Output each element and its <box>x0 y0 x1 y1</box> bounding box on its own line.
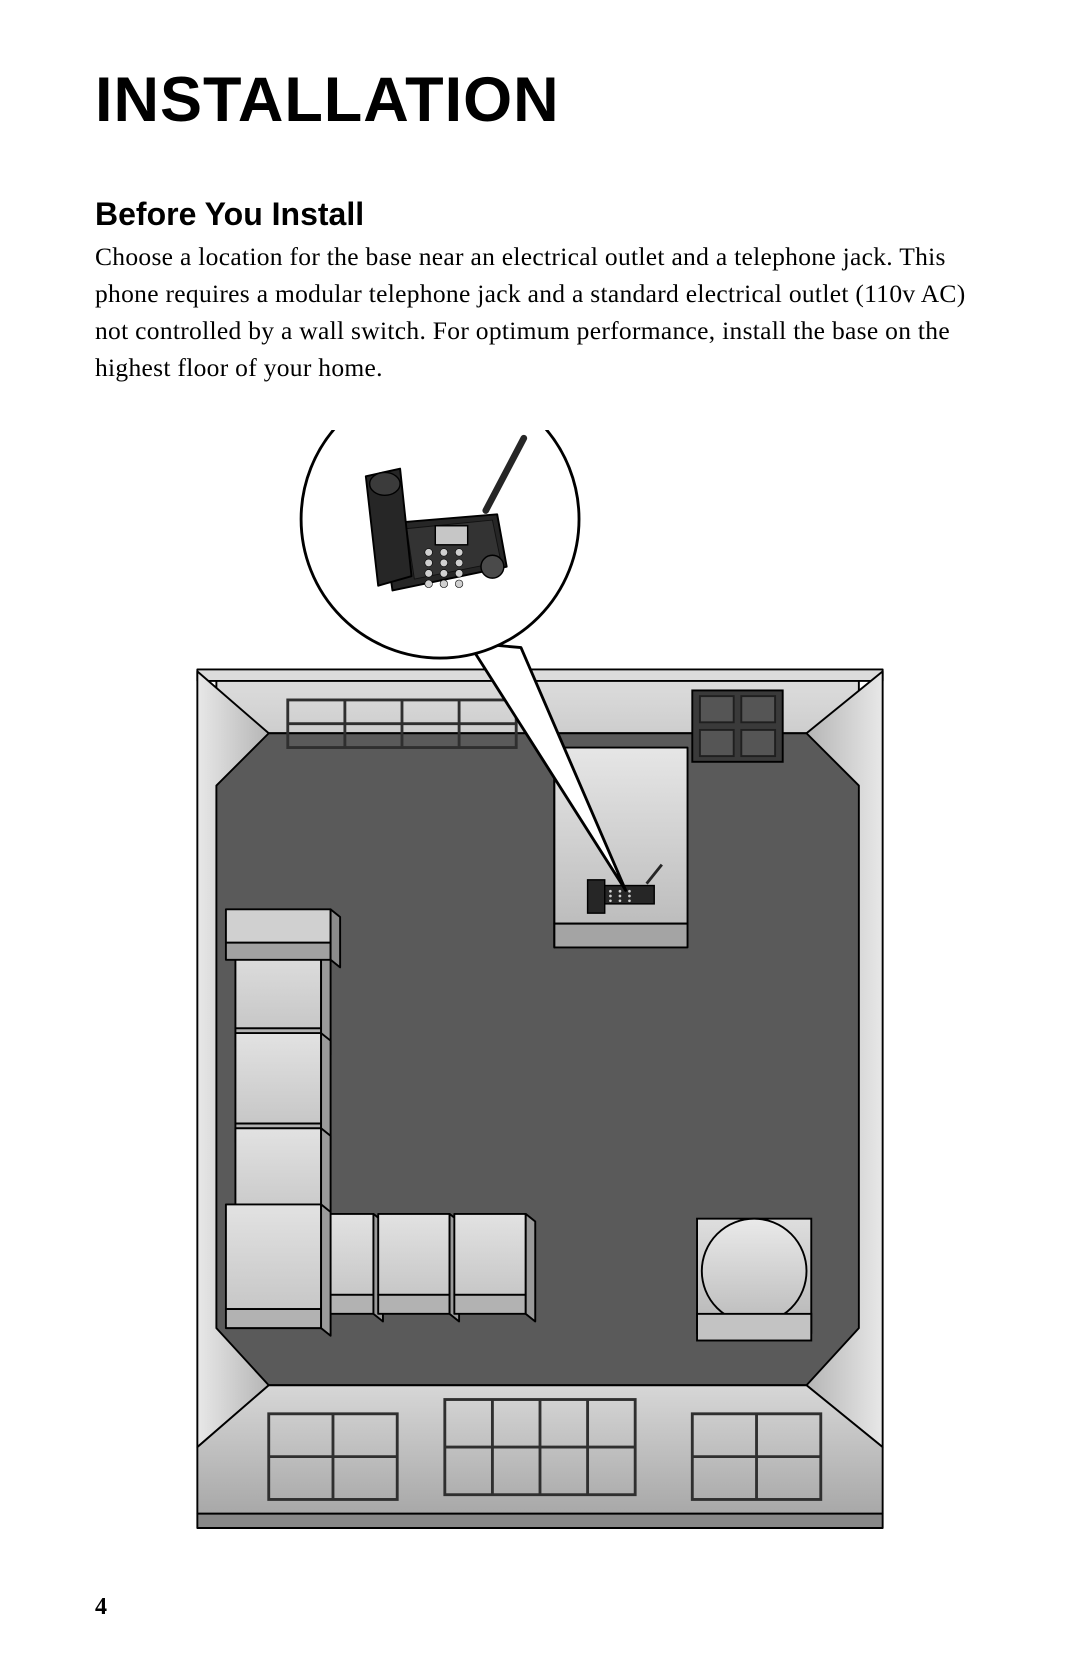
installation-diagram <box>145 430 935 1560</box>
page-number: 4 <box>95 1594 107 1621</box>
page-title: INSTALLATION <box>95 64 985 136</box>
section-heading: Before You Install <box>95 196 985 233</box>
section-body: Choose a location for the base near an e… <box>95 239 985 387</box>
manual-page: INSTALLATION Before You Install Choose a… <box>0 0 1080 1669</box>
